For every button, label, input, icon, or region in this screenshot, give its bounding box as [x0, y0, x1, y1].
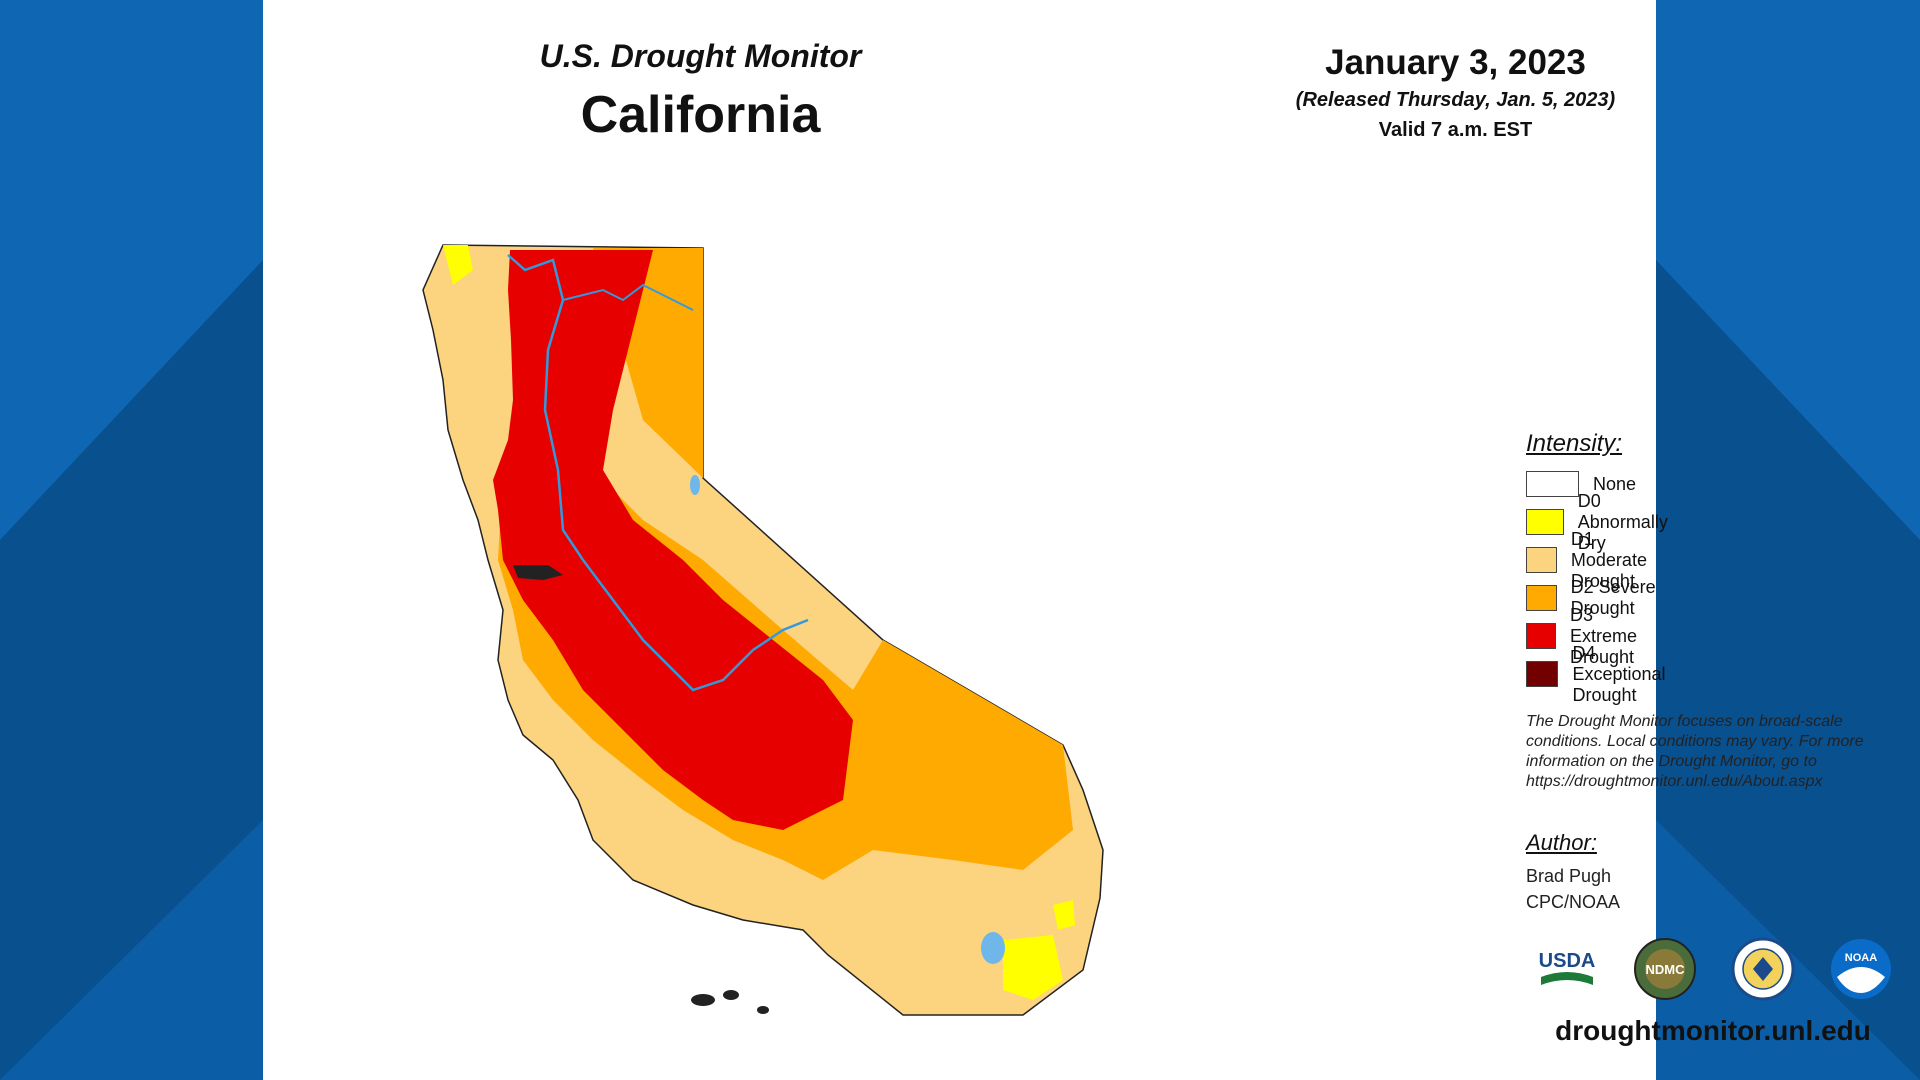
map-date: January 3, 2023 — [1325, 43, 1586, 82]
pit-river — [562, 283, 694, 311]
legend-item-d3: D3 Extreme Drought — [1526, 605, 1660, 667]
legend-swatch — [1526, 471, 1579, 497]
legend-item-none: None — [1526, 470, 1636, 498]
d0-se-edge-patch — [1053, 900, 1075, 930]
channel-island-1 — [691, 994, 715, 1006]
legend-label: D2 Severe Drought — [1570, 577, 1656, 618]
drought-map-panel: U.S. Drought Monitor California January … — [263, 0, 1891, 1080]
sf-bay — [513, 565, 563, 580]
d0-southeast-patch — [1003, 935, 1063, 1000]
legend-swatch — [1526, 585, 1557, 611]
svg-text:USDA: USDA — [1539, 950, 1596, 972]
svg-text:NDMC: NDMC — [1646, 962, 1686, 977]
legend-label: D4 Exceptional Drought — [1572, 642, 1666, 705]
disclaimer-note: The Drought Monitor focuses on broad-sca… — [1526, 713, 1864, 790]
commerce-seal-icon — [1731, 937, 1795, 1001]
monitor-title: U.S. Drought Monitor — [539, 38, 862, 74]
legend-swatch — [1526, 509, 1564, 535]
author-org: CPC/NOAA — [1526, 892, 1621, 912]
legend-item-d1: D1 Moderate Drought — [1526, 529, 1669, 591]
d3-central-valley — [493, 250, 853, 830]
author-name: Brad Pugh — [1526, 866, 1612, 886]
legend-swatch — [1526, 623, 1556, 649]
usda-logo-icon: USDA — [1539, 950, 1596, 985]
author-title: Author: — [1526, 830, 1597, 855]
legend-item-d2: D2 Severe Drought — [1526, 577, 1657, 618]
svg-text:NOAA: NOAA — [1845, 952, 1877, 964]
release-date: (Released Thursday, Jan. 5, 2023) — [1295, 89, 1616, 111]
legend-label: D1 Moderate Drought — [1570, 528, 1647, 591]
channel-island-2 — [723, 990, 739, 1000]
san-joaquin-river — [582, 559, 809, 692]
legend-swatch — [1526, 661, 1559, 687]
legend-item-d4: D4 Exceptional Drought — [1526, 643, 1686, 705]
salton-sea — [981, 932, 1005, 964]
legend-label: None — [1593, 473, 1637, 494]
d0-northwest-patch — [443, 245, 473, 285]
lake-tahoe — [690, 475, 700, 495]
legend-label: D0 Abnormally Dry — [1577, 490, 1668, 553]
legend-swatch — [1526, 547, 1557, 573]
california-drought-map — [422, 244, 1104, 1016]
noaa-logo-icon: NOAA — [1831, 939, 1891, 999]
legend-title: Intensity: — [1526, 430, 1623, 457]
state-title: California — [580, 86, 821, 144]
channel-island-3 — [757, 1006, 769, 1014]
sacramento-river — [507, 254, 585, 561]
valid-time: Valid 7 a.m. EST — [1378, 119, 1533, 141]
legend-label: D3 Extreme Drought — [1569, 604, 1638, 667]
legend-item-d0: D0 Abnormally Dry — [1526, 491, 1683, 553]
ndmc-logo-icon: NDMC — [1634, 938, 1696, 1000]
website-link[interactable]: droughtmonitor.unl.edu — [1555, 1015, 1871, 1046]
